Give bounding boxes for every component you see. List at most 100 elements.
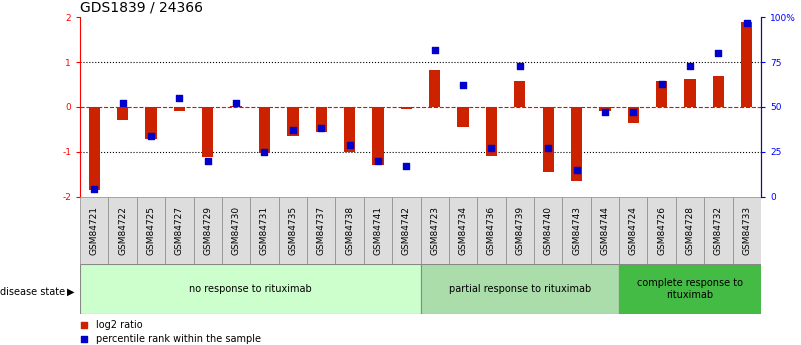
Bar (684, 79, 696, 107)
Bar (619, 197, 647, 264)
Text: GSM84738: GSM84738 (345, 206, 354, 255)
Text: GSM84722: GSM84722 (119, 206, 127, 255)
Bar (400, 107, 412, 109)
Point (485, 146, 498, 151)
Text: GSM84728: GSM84728 (686, 206, 694, 255)
Text: percentile rank within the sample: percentile rank within the sample (96, 334, 261, 344)
Point (116, 101, 129, 106)
Bar (231, 106, 242, 107)
Point (310, 270, 323, 276)
Bar (194, 197, 222, 264)
Text: disease state: disease state (0, 287, 65, 296)
Point (343, 142, 356, 147)
Text: GSM84725: GSM84725 (147, 206, 155, 255)
Bar (457, 107, 469, 127)
Point (457, 83, 469, 88)
Point (258, 149, 271, 155)
Bar (174, 107, 185, 111)
Bar (421, 197, 449, 264)
Text: complete response to
rituximab: complete response to rituximab (637, 278, 743, 300)
Text: no response to rituximab: no response to rituximab (189, 284, 312, 294)
Bar (704, 197, 733, 264)
Text: GSM84731: GSM84731 (260, 206, 269, 255)
Point (287, 128, 300, 133)
Bar (713, 77, 724, 107)
Point (173, 95, 186, 101)
Bar (542, 107, 553, 172)
Text: GSM84741: GSM84741 (373, 206, 382, 255)
Point (541, 146, 554, 151)
Point (712, 50, 725, 56)
Text: GSM84733: GSM84733 (743, 206, 751, 255)
Point (310, 143, 323, 149)
Bar (647, 197, 676, 264)
Bar (307, 197, 336, 264)
Point (429, 47, 441, 52)
Text: GSM84744: GSM84744 (601, 206, 610, 255)
Bar (222, 197, 250, 264)
Bar (372, 107, 384, 165)
Bar (117, 107, 128, 119)
Bar (656, 81, 667, 107)
Bar (165, 197, 194, 264)
Bar (449, 197, 477, 264)
Point (201, 158, 214, 164)
Bar (477, 197, 505, 264)
Bar (137, 197, 165, 264)
Bar (421, 264, 619, 314)
Point (627, 110, 640, 115)
Text: log2 ratio: log2 ratio (96, 320, 143, 330)
Point (570, 167, 583, 172)
Bar (145, 107, 157, 139)
Text: GSM84732: GSM84732 (714, 206, 723, 255)
Point (400, 164, 413, 169)
Point (372, 158, 384, 164)
Text: GSM84742: GSM84742 (402, 206, 411, 255)
Point (88, 187, 101, 192)
Bar (429, 70, 441, 107)
Bar (80, 264, 421, 314)
Bar (628, 107, 639, 122)
Bar (89, 107, 100, 190)
Bar (202, 107, 213, 157)
Text: GSM84734: GSM84734 (459, 206, 468, 255)
Bar (505, 197, 534, 264)
Point (598, 110, 611, 115)
Point (655, 81, 668, 86)
Text: GSM84739: GSM84739 (515, 206, 525, 255)
Text: GSM84737: GSM84737 (316, 206, 326, 255)
Text: ▶: ▶ (66, 287, 74, 296)
Bar (534, 197, 562, 264)
Point (683, 63, 696, 68)
Text: GDS1839 / 24366: GDS1839 / 24366 (80, 1, 203, 15)
Bar (316, 107, 327, 132)
Bar (676, 197, 704, 264)
Bar (344, 107, 356, 152)
Text: GSM84727: GSM84727 (175, 206, 184, 255)
Bar (514, 81, 525, 107)
Text: GSM84740: GSM84740 (544, 206, 553, 255)
Bar (485, 107, 497, 156)
Point (315, 126, 328, 131)
Bar (733, 197, 761, 264)
Bar (599, 107, 610, 111)
Point (513, 63, 526, 68)
Point (145, 133, 158, 138)
Text: GSM84743: GSM84743 (572, 206, 581, 255)
Text: GSM84736: GSM84736 (487, 206, 496, 255)
Bar (562, 197, 590, 264)
Text: GSM84724: GSM84724 (629, 206, 638, 255)
Bar (571, 107, 582, 181)
Text: partial response to rituximab: partial response to rituximab (449, 284, 591, 294)
Bar (392, 197, 421, 264)
Bar (619, 264, 761, 314)
Bar (279, 197, 307, 264)
Point (740, 20, 753, 26)
Text: GSM84723: GSM84723 (430, 206, 439, 255)
Text: GSM84735: GSM84735 (288, 206, 297, 255)
Bar (288, 107, 299, 136)
Bar (259, 107, 270, 153)
Text: GSM84730: GSM84730 (231, 206, 240, 255)
Bar (336, 197, 364, 264)
Text: GSM84721: GSM84721 (90, 206, 99, 255)
